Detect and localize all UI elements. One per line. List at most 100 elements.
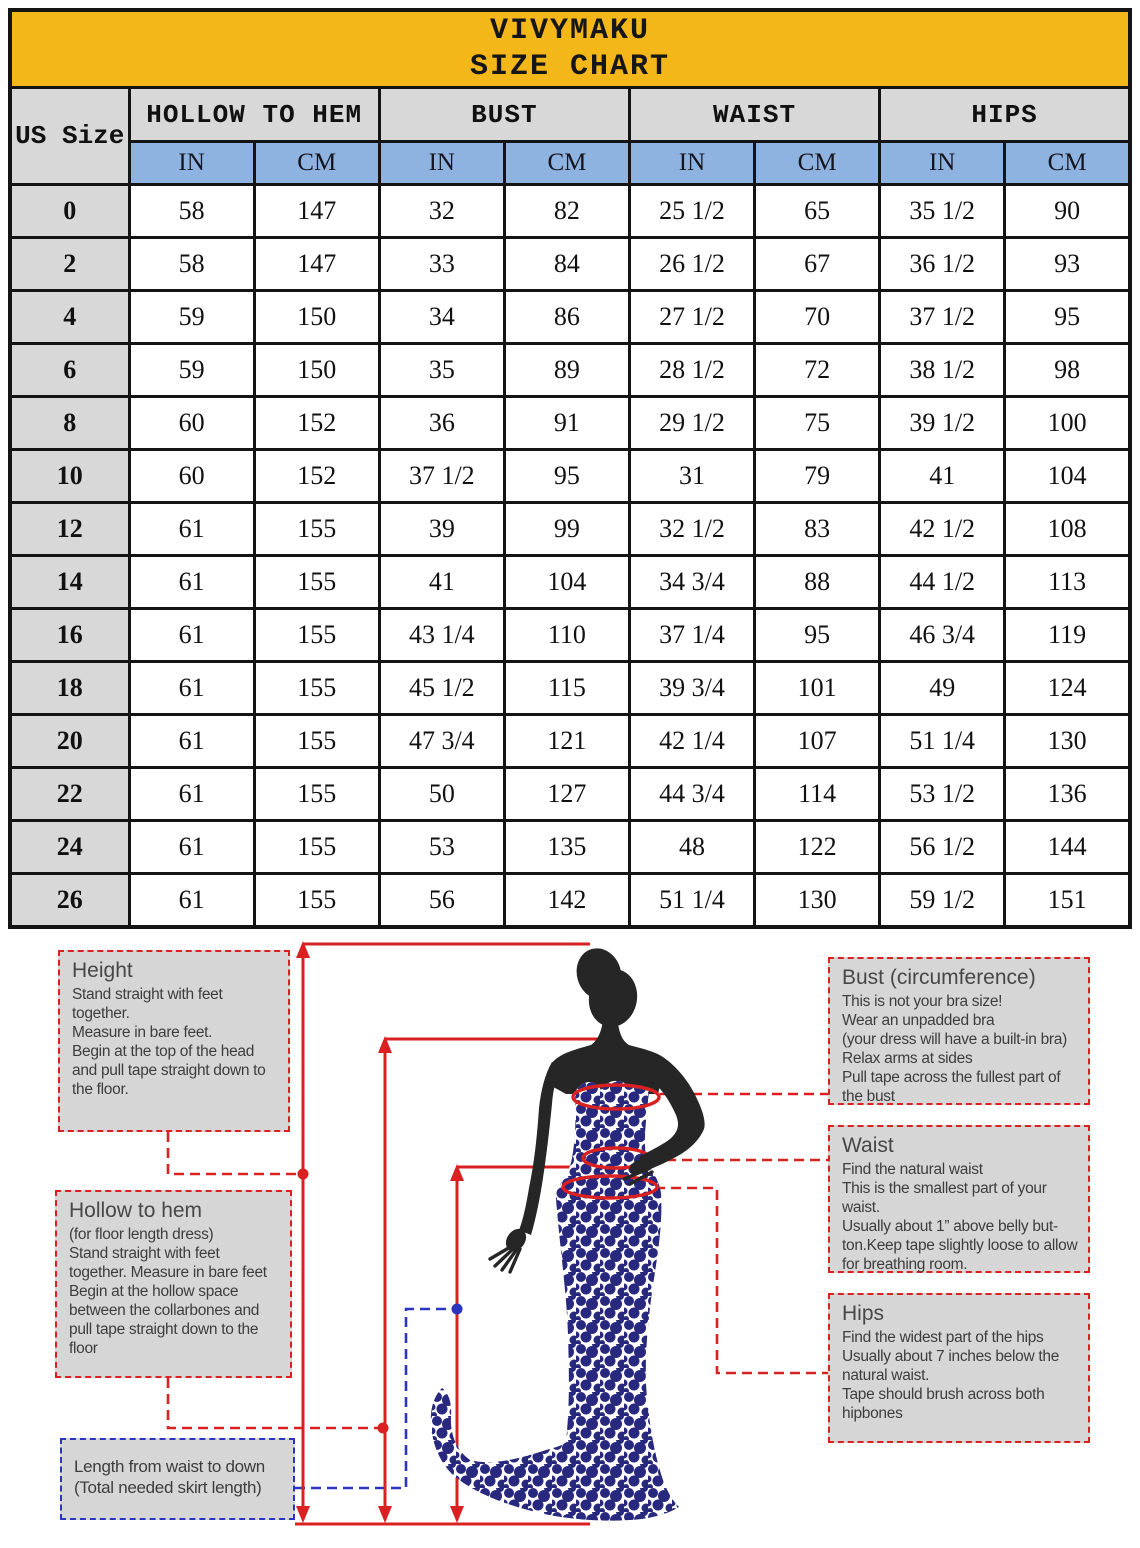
group-header-row: US Size HOLLOW TO HEM BUST WAIST HIPS bbox=[8, 86, 1132, 186]
measurement-cell: 48 bbox=[627, 819, 757, 875]
unit-header: IN bbox=[627, 140, 757, 186]
note-hips: Hips Find the widest part of the hips Usu… bbox=[828, 1293, 1090, 1443]
note-line: Usually about 7 inches below the natural… bbox=[842, 1348, 1060, 1384]
measurement-cell: 61 bbox=[127, 766, 256, 822]
size-cell: 0 bbox=[8, 183, 131, 239]
chart-subtitle: SIZE CHART bbox=[469, 50, 671, 84]
measurement-cell: 27 1/2 bbox=[627, 289, 757, 345]
bust-tape-ellipse bbox=[571, 1083, 661, 1111]
unit-header: CM bbox=[1003, 140, 1132, 186]
measurement-cell: 95 bbox=[502, 448, 631, 504]
measurement-cell: 130 bbox=[1003, 713, 1132, 769]
hollow-to-hem-measure-line bbox=[378, 1036, 600, 1523]
skirt-length-junction-dot bbox=[451, 1303, 463, 1315]
table-row: 24 61 155 53 135 48 122 56 1/2 144 bbox=[8, 819, 1132, 875]
size-cell: 6 bbox=[8, 342, 131, 398]
measurement-cell: 56 1/2 bbox=[878, 819, 1007, 875]
measurement-cell: 47 3/4 bbox=[377, 713, 506, 769]
note-waist: Waist Find the natural waist This is the … bbox=[828, 1125, 1090, 1273]
hollow-connector-line bbox=[166, 1378, 380, 1430]
brand-name: VIVYMAKU bbox=[489, 14, 651, 48]
measurement-cell: 136 bbox=[1003, 766, 1132, 822]
note-height-title: Height bbox=[72, 959, 133, 982]
size-cell: 22 bbox=[8, 766, 131, 822]
height-junction-dot bbox=[297, 1168, 309, 1180]
measurement-cell: 75 bbox=[753, 395, 882, 451]
unit-header: CM bbox=[252, 140, 381, 186]
note-line: Length from waist to down bbox=[74, 1457, 265, 1476]
table-row: 26 61 155 56 142 51 1/4 130 59 1/2 151 bbox=[8, 872, 1132, 929]
measurement-cell: 95 bbox=[753, 607, 882, 663]
measurement-cell: 130 bbox=[753, 872, 882, 929]
measurement-cell: 28 1/2 bbox=[627, 342, 757, 398]
note-line: This is the smallest part of your waist. bbox=[842, 1180, 1047, 1216]
measurement-cell: 61 bbox=[127, 819, 256, 875]
size-table-body: 0 58 147 32 82 25 1/2 65 35 1/2 90 2 58 147 33 84 26 1… bbox=[8, 183, 1132, 929]
group-header-bust: BUST bbox=[377, 86, 631, 143]
measurement-cell: 155 bbox=[252, 819, 381, 875]
table-row: 12 61 155 39 99 32 1/2 83 42 1/2 108 bbox=[8, 501, 1132, 557]
measurement-cell: 83 bbox=[753, 501, 882, 557]
measurement-cell: 43 1/4 bbox=[377, 607, 506, 663]
measurement-cell: 108 bbox=[1003, 501, 1132, 557]
measurement-cell: 56 bbox=[377, 872, 506, 929]
note-line: Find the natural waist bbox=[842, 1161, 983, 1178]
note-line: Find the widest part of the hips bbox=[842, 1329, 1044, 1346]
measurement-cell: 152 bbox=[252, 395, 381, 451]
measurement-cell: 155 bbox=[252, 766, 381, 822]
measurement-cell: 107 bbox=[753, 713, 882, 769]
measurement-cell: 34 bbox=[377, 289, 506, 345]
table-row: 22 61 155 50 127 44 3/4 114 53 1/2 136 bbox=[8, 766, 1132, 822]
measurement-cell: 49 bbox=[878, 660, 1007, 716]
note-hollow-to-hem: Hollow to hem (for floor length dress) St… bbox=[55, 1190, 292, 1378]
group-header-waist: WAIST bbox=[627, 86, 882, 143]
measurement-cell: 147 bbox=[252, 236, 381, 292]
hollow-junction-dot bbox=[377, 1422, 389, 1434]
note-hips-body: Find the widest part of the hips Usually … bbox=[842, 1328, 1079, 1423]
measurement-cell: 93 bbox=[1003, 236, 1132, 292]
note-line: Begin at the hollow space between the co… bbox=[69, 1283, 260, 1357]
measurement-cell: 144 bbox=[1003, 819, 1132, 875]
note-line: Pull tape across the fullest part of the… bbox=[842, 1069, 1061, 1105]
measurement-cell: 45 1/2 bbox=[377, 660, 506, 716]
note-hollow-body: (for floor length dress) Stand straight w… bbox=[69, 1225, 281, 1358]
measurement-cell: 61 bbox=[127, 554, 256, 610]
measurement-cell: 46 3/4 bbox=[878, 607, 1007, 663]
measurement-cell: 150 bbox=[252, 342, 381, 398]
unit-header: IN bbox=[878, 140, 1007, 186]
table-row: 16 61 155 43 1/4 110 37 1/4 95 46 3/4 119 bbox=[8, 607, 1132, 663]
measurement-cell: 51 1/4 bbox=[878, 713, 1007, 769]
measurement-cell: 25 1/2 bbox=[627, 183, 757, 239]
table-row: 10 60 152 37 1/2 95 31 79 41 104 bbox=[8, 448, 1132, 504]
table-row: 6 59 150 35 89 28 1/2 72 38 1/2 98 bbox=[8, 342, 1132, 398]
measurement-cell: 127 bbox=[502, 766, 631, 822]
measurement-cell: 135 bbox=[502, 819, 631, 875]
measurement-cell: 42 1/2 bbox=[878, 501, 1007, 557]
measurement-cell: 155 bbox=[252, 660, 381, 716]
note-line: (your dress will have a built-in bra) bbox=[842, 1031, 1067, 1048]
measurement-cell: 110 bbox=[502, 607, 631, 663]
measurement-cell: 155 bbox=[252, 607, 381, 663]
measurement-cell: 33 bbox=[377, 236, 506, 292]
measurement-cell: 32 bbox=[377, 183, 506, 239]
measurement-cell: 72 bbox=[753, 342, 882, 398]
measurement-cell: 36 bbox=[377, 395, 506, 451]
note-waist-title: Waist bbox=[842, 1134, 894, 1157]
measurement-cell: 119 bbox=[1003, 607, 1132, 663]
table-row: 2 58 147 33 84 26 1/2 67 36 1/2 93 bbox=[8, 236, 1132, 292]
measurement-cell: 44 3/4 bbox=[627, 766, 757, 822]
table-row: 0 58 147 32 82 25 1/2 65 35 1/2 90 bbox=[8, 183, 1132, 239]
size-cell: 16 bbox=[8, 607, 131, 663]
dress-illustration bbox=[430, 1080, 679, 1521]
size-cell: 24 bbox=[8, 819, 131, 875]
measurement-cell: 29 1/2 bbox=[627, 395, 757, 451]
measurement-cell: 37 1/2 bbox=[878, 289, 1007, 345]
measurement-cell: 65 bbox=[753, 183, 882, 239]
measurement-cell: 42 1/4 bbox=[627, 713, 757, 769]
measurement-cell: 101 bbox=[753, 660, 882, 716]
measurement-cell: 86 bbox=[502, 289, 631, 345]
measurement-cell: 38 1/2 bbox=[878, 342, 1007, 398]
note-bust: Bust (circumference) This is not your br… bbox=[828, 957, 1090, 1105]
unit-header-row: IN CM IN CM IN CM IN CM bbox=[10, 140, 1132, 186]
table-row: 18 61 155 45 1/2 115 39 3/4 101 49 124 bbox=[8, 660, 1132, 716]
